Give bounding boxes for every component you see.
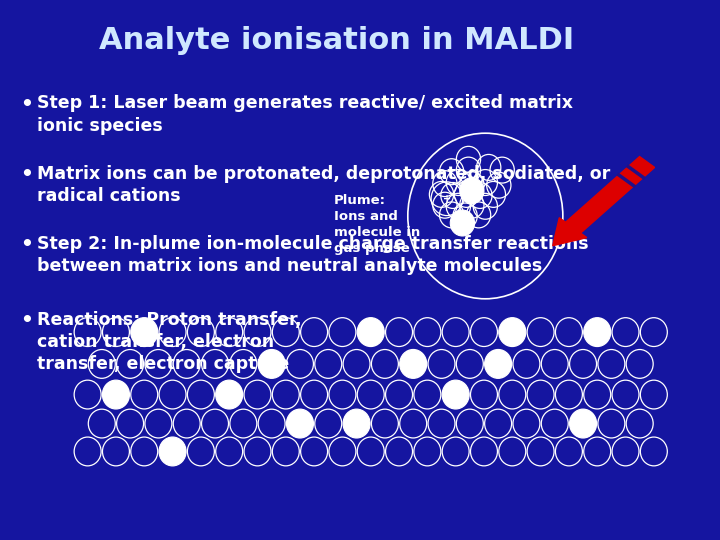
Text: Step 1: Laser beam generates reactive/ excited matrix
ionic species: Step 1: Laser beam generates reactive/ e… [37,94,573,134]
Text: •: • [20,310,33,329]
Ellipse shape [159,437,186,466]
Text: Step 2: In-plume ion-molecule charge transfer reactions
between matrix ions and : Step 2: In-plume ion-molecule charge tra… [37,235,589,275]
Ellipse shape [450,210,474,236]
Ellipse shape [343,409,370,438]
Ellipse shape [400,349,427,379]
Text: Analyte ionisation in MALDI: Analyte ionisation in MALDI [99,26,575,55]
Ellipse shape [131,318,158,347]
Text: +: + [443,194,451,204]
Text: •: • [20,235,33,254]
FancyArrow shape [553,157,654,246]
Ellipse shape [584,318,611,347]
Ellipse shape [499,318,526,347]
Ellipse shape [287,409,313,438]
Ellipse shape [570,409,597,438]
Ellipse shape [459,178,484,204]
Text: •: • [20,94,33,113]
Text: Plume:
Ions and
molecule in
gas phase: Plume: Ions and molecule in gas phase [333,194,420,255]
Ellipse shape [258,349,285,379]
Ellipse shape [442,380,469,409]
Ellipse shape [485,349,512,379]
Ellipse shape [357,318,384,347]
Text: Matrix ions can be protonated, deprotonated, sodiated, or
radical cations: Matrix ions can be protonated, deprotona… [37,165,611,205]
Text: Reactions: Proton transfer,
cation transfer, electron
transfer, electron capture: Reactions: Proton transfer, cation trans… [37,310,302,373]
Text: •: • [20,165,33,184]
Ellipse shape [102,380,130,409]
Ellipse shape [216,380,243,409]
